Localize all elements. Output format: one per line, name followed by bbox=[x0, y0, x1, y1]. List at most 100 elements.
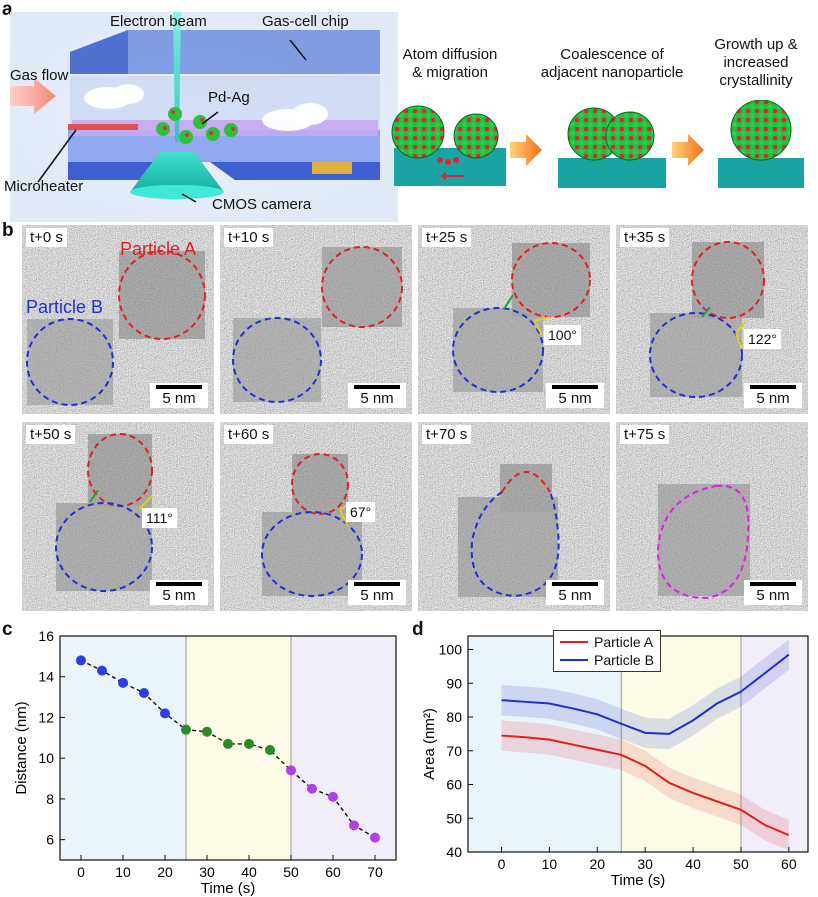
y-tick-label: 10 bbox=[38, 750, 54, 766]
legend-item-particle-a: Particle A bbox=[560, 633, 654, 651]
series-line-particle-a bbox=[501, 734, 790, 837]
tem-frame-t75: t+75 s 5 nm bbox=[616, 422, 808, 611]
panel-label-a: a bbox=[2, 0, 13, 20]
x-tick-label: 40 bbox=[685, 856, 701, 872]
distance-trend-line bbox=[80, 659, 376, 839]
x-tick-label: 60 bbox=[325, 864, 341, 880]
distance-point bbox=[76, 655, 86, 666]
cmos-camera-label: CMOS camera bbox=[212, 196, 312, 213]
scale-bar: 5 nm bbox=[150, 580, 208, 605]
x-axis-label: Time (s) bbox=[201, 880, 255, 897]
contact-angle: 122° bbox=[744, 329, 781, 349]
frame-time: t+50 s bbox=[26, 425, 76, 444]
distance-point bbox=[160, 708, 170, 719]
pd-ag-label: Pd-Ag bbox=[208, 89, 250, 106]
x-tick-label: 50 bbox=[283, 864, 299, 880]
panel-label-c: c bbox=[2, 619, 13, 640]
y-tick-label: 40 bbox=[446, 844, 462, 860]
tem-frame-t70: t+70 s 5 nm bbox=[418, 422, 610, 611]
plot-frame bbox=[59, 635, 397, 861]
y-axis-label: Area (nm²) bbox=[421, 708, 438, 780]
scale-bar: 5 nm bbox=[546, 383, 604, 408]
y-tick-label: 50 bbox=[446, 810, 462, 826]
x-tick-label: 10 bbox=[115, 864, 131, 880]
x-tick-label: 50 bbox=[733, 856, 749, 872]
confidence-band bbox=[501, 720, 789, 851]
scale-bar: 5 nm bbox=[744, 580, 802, 605]
y-tick-label: 70 bbox=[446, 743, 462, 759]
distance-point bbox=[223, 738, 233, 749]
y-tick-label: 8 bbox=[46, 791, 54, 807]
distance-point bbox=[349, 820, 359, 831]
frame-time: t+35 s bbox=[620, 228, 670, 247]
gas-flow-label: Gas flow bbox=[10, 67, 69, 84]
step-2-caption: Coalescence of adjacent nanoparticle bbox=[540, 46, 684, 81]
distance-point bbox=[139, 688, 149, 699]
tem-frame-t50: t+50 s 111° 5 nm bbox=[22, 422, 214, 611]
gas-cell-chip-label: Gas-cell chip bbox=[262, 13, 349, 30]
x-tick-label: 20 bbox=[157, 864, 173, 880]
x-tick-label: 40 bbox=[241, 864, 257, 880]
panel-label-d: d bbox=[412, 619, 424, 640]
stage-background bbox=[621, 636, 741, 852]
x-tick-label: 0 bbox=[498, 856, 506, 872]
y-tick-label: 14 bbox=[38, 669, 54, 685]
legend-swatch bbox=[560, 641, 588, 643]
frame-time: t+0 s bbox=[26, 228, 67, 247]
x-tick-label: 60 bbox=[781, 856, 797, 872]
y-tick-label: 16 bbox=[38, 628, 54, 644]
stage-background bbox=[60, 636, 186, 860]
particle-b-label: Particle B bbox=[26, 297, 104, 317]
stage-background bbox=[468, 636, 622, 852]
x-tick-label: 30 bbox=[637, 856, 653, 872]
distance-point bbox=[328, 791, 338, 802]
x-tick-label: 10 bbox=[542, 856, 558, 872]
scale-bar: 5 nm bbox=[150, 383, 208, 408]
scale-bar: 5 nm bbox=[546, 580, 604, 605]
area-chart: 0 10 20 30 40 50 60 40 50 60 70 80 90 100 Time (s) Area… bbox=[421, 635, 809, 889]
scale-bar: 5 nm bbox=[348, 383, 406, 408]
x-tick-label: 20 bbox=[590, 856, 606, 872]
tem-frame-t25: t+25 s 100° 5 nm bbox=[418, 225, 610, 414]
stage-background bbox=[291, 636, 396, 860]
distance-point bbox=[118, 677, 128, 688]
frame-time: t+10 s bbox=[224, 228, 274, 247]
x-tick-label: 0 bbox=[77, 864, 85, 880]
scale-bar: 5 nm bbox=[348, 580, 406, 605]
step-3-caption: Growth up & increased crystallinity bbox=[714, 36, 798, 89]
x-tick-label: 30 bbox=[199, 864, 215, 880]
particle-a-label: Particle A bbox=[120, 239, 197, 259]
contact-angle: 100° bbox=[544, 325, 581, 345]
confidence-band bbox=[501, 639, 789, 750]
distance-point bbox=[307, 783, 317, 794]
contact-angle: 111° bbox=[142, 508, 177, 528]
series-line-particle-b bbox=[501, 653, 790, 735]
tem-frame-t60: t+60 s 67° 5 nm bbox=[220, 422, 412, 611]
panel-label-b: b bbox=[2, 220, 14, 241]
distance-point bbox=[286, 765, 296, 776]
y-tick-label: 100 bbox=[439, 642, 463, 658]
coalescence-steps-illustration bbox=[391, 100, 804, 188]
step-1-caption: Atom diffusion & migration bbox=[402, 46, 498, 81]
x-tick-label: 70 bbox=[367, 864, 383, 880]
frame-time: t+25 s bbox=[422, 228, 472, 247]
distance-point bbox=[370, 832, 380, 843]
y-tick-label: 6 bbox=[46, 832, 54, 848]
y-tick-label: 90 bbox=[446, 675, 462, 691]
frame-time: t+60 s bbox=[224, 425, 274, 444]
distance-point bbox=[244, 738, 254, 749]
tem-frame-t35: t+35 s 122° 5 nm bbox=[616, 225, 808, 414]
stage-background bbox=[186, 636, 291, 860]
tem-frame-t10: t+10 s 5 nm bbox=[220, 225, 412, 414]
frame-time: t+75 s bbox=[620, 425, 670, 444]
microheater-label: Microheater bbox=[4, 178, 84, 195]
distance-point bbox=[202, 726, 212, 737]
distance-point bbox=[181, 724, 191, 735]
y-tick-label: 80 bbox=[446, 709, 462, 725]
area-chart-legend: Particle A Particle B bbox=[553, 630, 661, 672]
distance-point bbox=[265, 745, 275, 756]
legend-item-particle-b: Particle B bbox=[560, 651, 654, 669]
scale-bar: 5 nm bbox=[744, 383, 802, 408]
y-tick-label: 60 bbox=[446, 777, 462, 793]
gas-cell-schematic bbox=[10, 12, 398, 222]
